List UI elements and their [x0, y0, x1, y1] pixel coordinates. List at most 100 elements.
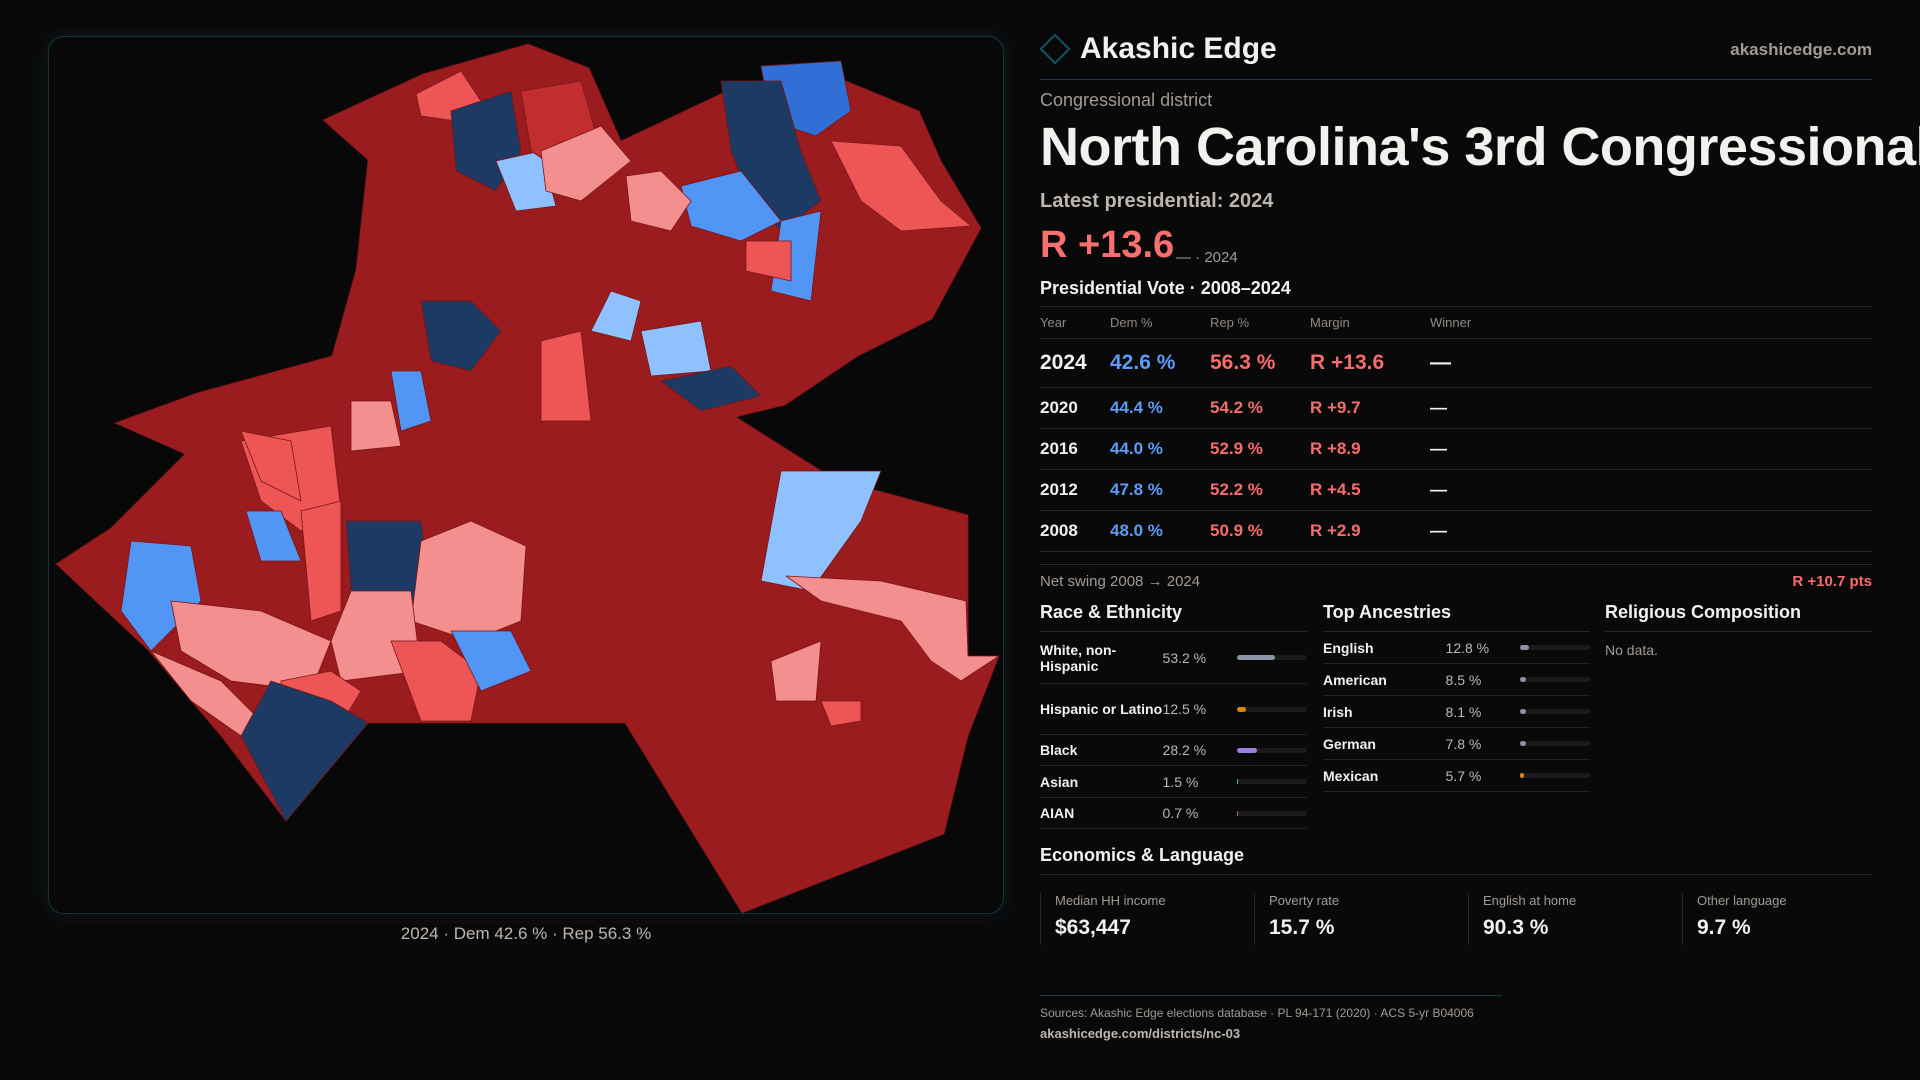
precinct[interactable] — [450, 630, 532, 692]
row-pct: 53.2 % — [1162, 649, 1207, 666]
row-label: Black — [1040, 742, 1078, 758]
table-header: Year Dem % Rep % Margin Winner — [1040, 307, 1872, 339]
cell-winner: — — [1430, 398, 1447, 417]
cell-margin: R +13.6 — [1310, 351, 1385, 374]
precinct[interactable] — [540, 125, 632, 202]
row-bar-fill — [1237, 747, 1257, 753]
demographic-row: Black 28.2 % — [1040, 735, 1307, 766]
map-svg[interactable] — [49, 37, 1005, 915]
row-bar-fill — [1520, 741, 1526, 746]
stat-value: 9.7 % — [1697, 916, 1751, 939]
precinct[interactable] — [745, 240, 792, 282]
precinct[interactable] — [590, 290, 642, 342]
precinct[interactable] — [770, 640, 822, 702]
row-bar — [1520, 677, 1590, 682]
row-pct: 7.8 % — [1445, 735, 1482, 752]
row-label: Asian — [1040, 773, 1079, 790]
brand[interactable]: Akashic Edge — [1039, 32, 1277, 66]
net-swing: Net swing 2008 → 2024 R +10.7 pts — [1040, 564, 1872, 590]
precinct[interactable] — [240, 430, 302, 502]
demographic-row: Hispanic or Latino 12.5 % — [1040, 684, 1307, 735]
race-section: Race & Ethnicity White, non-Hispanic 53.2… — [1040, 602, 1307, 829]
stat-poverty: Poverty rate 15.7 % — [1254, 893, 1468, 945]
precinct[interactable] — [540, 330, 592, 422]
row-label: English — [1323, 639, 1374, 656]
cell-margin: R +8.9 — [1310, 439, 1361, 458]
latest-presidential: Latest presidential: 2024 — [1040, 190, 1274, 212]
precinct[interactable] — [760, 470, 882, 592]
cell-rep: 54.2 % — [1210, 398, 1263, 417]
race-title: Race & Ethnicity — [1040, 602, 1307, 632]
row-bar-fill — [1237, 810, 1239, 816]
demographic-row: White, non-Hispanic 53.2 % — [1040, 632, 1307, 684]
presidential-table: Year Dem % Rep % Margin Winner 2024 42.6 … — [1040, 306, 1872, 552]
row-bar — [1520, 709, 1590, 714]
cell-winner: — — [1430, 480, 1447, 499]
precinct[interactable] — [350, 400, 402, 452]
row-label: White, non-Hispanic — [1040, 641, 1117, 674]
row-bar-fill — [1520, 645, 1530, 650]
precinct[interactable] — [680, 170, 782, 242]
demographic-row: English 12.8 % — [1323, 632, 1590, 664]
row-label: Hispanic or Latino — [1040, 701, 1163, 717]
row-bar-fill — [1237, 655, 1275, 660]
religion-title: Religious Composition — [1605, 602, 1872, 632]
headline-margin-sub: — · 2024 — [1176, 249, 1238, 266]
district-url[interactable]: akashicedge.com/districts/nc-03 — [1040, 1026, 1241, 1041]
precinct[interactable] — [420, 300, 502, 372]
precinct[interactable] — [240, 680, 369, 822]
row-pct: 12.8 % — [1445, 639, 1490, 656]
cell-year: 2020 — [1040, 398, 1078, 417]
cell-year: 2024 — [1040, 351, 1087, 374]
row-pct: 8.1 % — [1445, 703, 1482, 720]
precinct[interactable] — [785, 575, 1000, 682]
stat-label: Poverty rate — [1269, 893, 1340, 908]
row-bar — [1237, 810, 1307, 816]
precinct[interactable] — [300, 500, 342, 622]
footer-divider — [1040, 995, 1502, 996]
table-row: 2020 44.4 % 54.2 % R +9.7 — — [1040, 388, 1872, 429]
col-dem: Dem % — [1110, 315, 1153, 330]
row-label: American — [1323, 671, 1387, 688]
stat-label: Median HH income — [1055, 893, 1166, 908]
precinct[interactable] — [660, 365, 762, 412]
headline-margin: R +13.6 — [1040, 224, 1175, 266]
map-caption: 2024 · Dem 42.6 % · Rep 56.3 % — [400, 924, 652, 943]
economics-stats: Median HH income $63,447 Poverty rate 15.7… — [1040, 893, 1900, 945]
table-row: 2008 48.0 % 50.9 % R +2.9 — — [1040, 511, 1872, 552]
demographic-row: AIAN 0.7 % — [1040, 798, 1307, 829]
precinct[interactable] — [830, 140, 972, 232]
demographic-row: Asian 1.5 % — [1040, 766, 1307, 798]
cell-year: 2016 — [1040, 439, 1078, 458]
precinct[interactable] — [640, 320, 712, 377]
economics-title: Economics & Language — [1040, 845, 1872, 875]
demographic-row: Mexican 5.7 % — [1323, 760, 1590, 792]
cell-dem: 44.4 % — [1110, 398, 1163, 417]
row-bar-fill — [1237, 706, 1247, 712]
precinct[interactable] — [245, 510, 302, 562]
divider — [1040, 79, 1872, 80]
precinct-map[interactable] — [48, 36, 1004, 914]
precinct[interactable] — [410, 520, 527, 642]
religion-empty: No data. — [1605, 642, 1658, 658]
stat-english: English at home 90.3 % — [1468, 893, 1682, 945]
precinct[interactable] — [390, 370, 432, 432]
precinct[interactable] — [820, 700, 862, 727]
row-bar — [1520, 645, 1590, 650]
precinct[interactable] — [390, 640, 482, 722]
row-label: Irish — [1323, 703, 1353, 720]
table-row: 2012 47.8 % 52.2 % R +4.5 — — [1040, 470, 1872, 511]
cell-year: 2012 — [1040, 480, 1078, 499]
col-margin: Margin — [1310, 315, 1350, 330]
row-pct: 0.7 % — [1162, 805, 1199, 821]
ancestry-title: Top Ancestries — [1323, 602, 1590, 632]
precinct[interactable] — [495, 150, 557, 212]
row-bar-fill — [1520, 709, 1526, 714]
cell-dem: 48.0 % — [1110, 521, 1163, 540]
table-row: 2016 44.0 % 52.9 % R +8.9 — — [1040, 429, 1872, 470]
site-link[interactable]: akashicedge.com — [1730, 40, 1872, 59]
row-pct: 8.5 % — [1445, 671, 1482, 688]
precinct[interactable] — [625, 170, 692, 232]
col-winner: Winner — [1430, 315, 1472, 330]
cell-dem: 42.6 % — [1110, 351, 1176, 374]
